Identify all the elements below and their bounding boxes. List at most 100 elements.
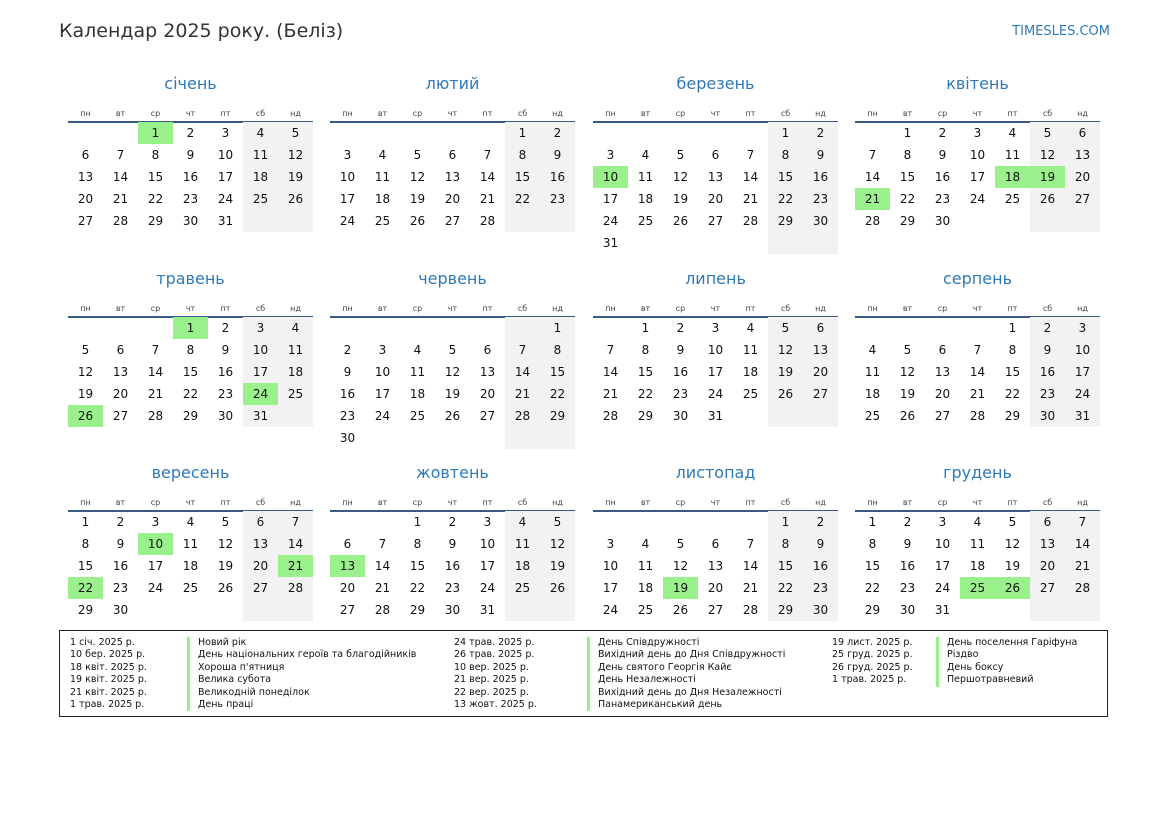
day-cell: 27 bbox=[444, 214, 461, 228]
day-cell: 30 bbox=[803, 210, 838, 232]
day-cell: 24 bbox=[969, 192, 986, 206]
day-cell: 5 bbox=[221, 515, 230, 529]
day-cell: 3 bbox=[343, 148, 352, 162]
day-cell: 30 bbox=[803, 599, 838, 621]
day-cell: 13 bbox=[479, 365, 496, 379]
holiday-day: 19 bbox=[1030, 166, 1065, 188]
day-cell: 16 bbox=[672, 365, 689, 379]
weekday-label: сб bbox=[255, 304, 266, 313]
day-cell: 31 bbox=[934, 603, 951, 617]
day-cell: 7 bbox=[746, 148, 755, 162]
legend-date: 1 трав. 2025 р. bbox=[70, 698, 145, 710]
weekday-label: ср bbox=[150, 109, 161, 118]
legend-date: 18 квіт. 2025 р. bbox=[70, 661, 147, 673]
weekday-label: пн bbox=[867, 498, 878, 507]
day-cell: 27 bbox=[707, 603, 724, 617]
day-cell: 8 bbox=[768, 144, 803, 166]
day-cell: 3 bbox=[243, 317, 278, 339]
legend-holiday-name: Хороша п'ятниця bbox=[198, 661, 285, 673]
day-cell: 31 bbox=[217, 214, 234, 228]
day-cell: 7 bbox=[606, 343, 615, 357]
day-cell: 29 bbox=[768, 599, 803, 621]
day-cell: 23 bbox=[339, 409, 356, 423]
day-cell: 29 bbox=[637, 409, 654, 423]
day-cell: 27 bbox=[112, 409, 129, 423]
day-cell: 17 bbox=[934, 559, 951, 573]
day-cell: 29 bbox=[409, 603, 426, 617]
day-cell: 23 bbox=[672, 387, 689, 401]
day-cell: 18 bbox=[278, 361, 313, 383]
day-cell: 26 bbox=[278, 188, 313, 210]
day-cell: 20 bbox=[707, 192, 724, 206]
day-cell: 15 bbox=[182, 365, 199, 379]
day-cell: 8 bbox=[903, 148, 912, 162]
day-cell: 6 bbox=[1030, 511, 1065, 533]
day-cell: 14 bbox=[374, 559, 391, 573]
day-cell: 10 bbox=[479, 537, 496, 551]
weekday-label: ср bbox=[675, 304, 686, 313]
brand-link[interactable]: TIMESLES.COM bbox=[1012, 24, 1110, 39]
month-rule bbox=[855, 510, 1100, 512]
day-cell: 28 bbox=[278, 577, 313, 599]
month-name: вересень bbox=[151, 463, 230, 482]
day-cell: 27 bbox=[934, 409, 951, 423]
day-cell: 24 bbox=[934, 581, 951, 595]
day-cell: 19 bbox=[217, 559, 234, 573]
day-cell: 27 bbox=[243, 577, 278, 599]
day-cell: 4 bbox=[505, 511, 540, 533]
day-cell: 4 bbox=[746, 321, 755, 335]
day-cell: 2 bbox=[116, 515, 125, 529]
weekday-label: нд bbox=[1077, 109, 1088, 118]
day-cell: 23 bbox=[217, 387, 234, 401]
weekday-label: чт bbox=[710, 109, 721, 118]
day-cell: 22 bbox=[637, 387, 654, 401]
day-cell: 19 bbox=[1004, 559, 1021, 573]
day-cell: 3 bbox=[378, 343, 387, 357]
day-cell: 27 bbox=[803, 383, 838, 405]
day-cell: 22 bbox=[147, 192, 164, 206]
legend-date: 19 квіт. 2025 р. bbox=[70, 674, 147, 686]
day-cell: 21 bbox=[374, 581, 391, 595]
day-cell: 1 bbox=[413, 515, 422, 529]
weekday-label: пн bbox=[605, 109, 616, 118]
day-cell: 13 bbox=[112, 365, 129, 379]
day-cell: 1 bbox=[641, 321, 650, 335]
day-cell: 9 bbox=[116, 537, 125, 551]
day-cell: 9 bbox=[938, 148, 947, 162]
month-name: червень bbox=[418, 269, 487, 288]
weekday-label: сб bbox=[780, 304, 791, 313]
day-cell: 5 bbox=[1030, 122, 1065, 144]
day-cell: 11 bbox=[969, 537, 986, 551]
day-cell: 26 bbox=[540, 577, 575, 599]
legend-holiday-name: Панамериканський день bbox=[598, 698, 723, 710]
month-rule bbox=[330, 510, 575, 512]
day-cell: 9 bbox=[448, 537, 457, 551]
weekday-label: ср bbox=[937, 304, 948, 313]
weekday-label: вт bbox=[115, 304, 126, 313]
day-cell: 7 bbox=[505, 339, 540, 361]
legend-date: 1 трав. 2025 р. bbox=[832, 674, 907, 686]
day-cell: 19 bbox=[444, 387, 461, 401]
day-cell: 22 bbox=[864, 581, 881, 595]
day-cell: 4 bbox=[243, 122, 278, 144]
day-cell: 4 bbox=[278, 317, 313, 339]
day-cell: 27 bbox=[339, 603, 356, 617]
weekday-label: вт bbox=[902, 498, 913, 507]
legend-date: 19 лист. 2025 р. bbox=[832, 637, 913, 648]
day-cell: 28 bbox=[112, 214, 129, 228]
day-cell: 1 bbox=[81, 515, 90, 529]
legend-holiday-name: День національних героїв та благодійникі… bbox=[198, 649, 417, 661]
month-name: квітень bbox=[946, 74, 1009, 93]
day-cell: 16 bbox=[444, 559, 461, 573]
weekday-label: вт bbox=[902, 304, 913, 313]
day-cell: 26 bbox=[409, 214, 426, 228]
day-cell: 7 bbox=[973, 343, 982, 357]
weekday-label: сб bbox=[1042, 498, 1053, 507]
day-cell: 3 bbox=[606, 537, 615, 551]
day-cell: 22 bbox=[899, 192, 916, 206]
weekday-label: пн bbox=[867, 109, 878, 118]
day-cell: 9 bbox=[803, 533, 838, 555]
day-cell: 10 bbox=[374, 365, 391, 379]
day-cell: 26 bbox=[899, 409, 916, 423]
day-cell: 19 bbox=[768, 361, 803, 383]
